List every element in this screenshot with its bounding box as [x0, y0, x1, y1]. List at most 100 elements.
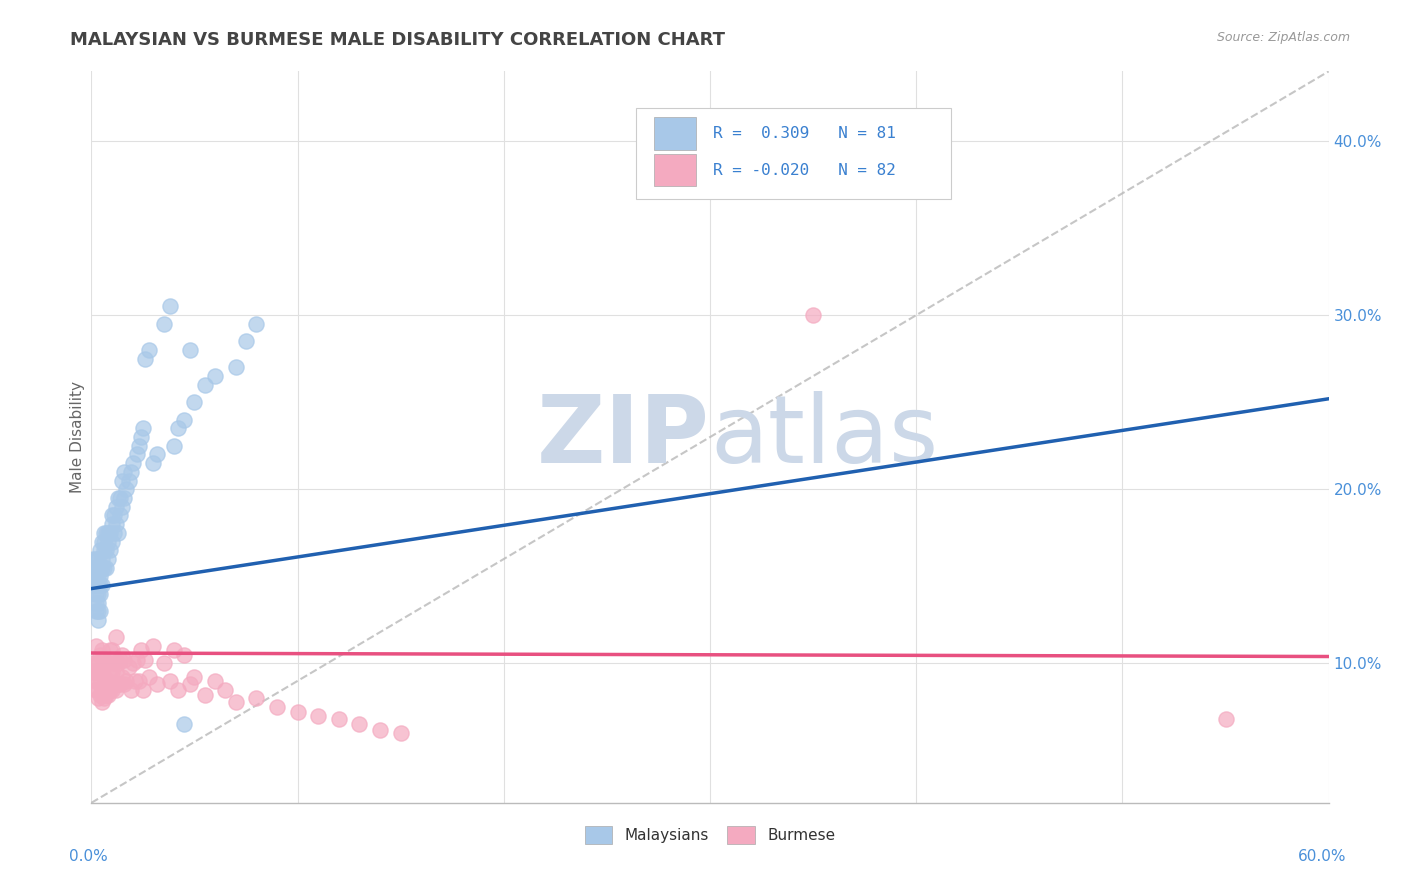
- Point: [86, 587, 108, 601]
- Point: [349, 717, 371, 731]
- Point: [86, 604, 108, 618]
- Point: [142, 639, 165, 653]
- Point: [152, 657, 174, 671]
- Legend: Malaysians, Burmese: Malaysians, Burmese: [579, 820, 841, 850]
- Point: [84, 604, 107, 618]
- Point: [90, 578, 112, 592]
- Text: R = -0.020   N = 82: R = -0.020 N = 82: [713, 162, 896, 178]
- Point: [173, 412, 195, 426]
- Point: [90, 552, 112, 566]
- Point: [93, 691, 115, 706]
- Point: [287, 705, 309, 719]
- Point: [101, 517, 124, 532]
- Point: [173, 717, 195, 731]
- Point: [82, 657, 104, 671]
- Point: [194, 377, 217, 392]
- Point: [368, 723, 391, 737]
- Point: [86, 560, 108, 574]
- Text: 0.0%: 0.0%: [69, 849, 108, 863]
- Point: [389, 726, 412, 740]
- Point: [328, 712, 350, 726]
- Point: [112, 677, 135, 691]
- Point: [307, 708, 329, 723]
- Point: [125, 448, 148, 462]
- Point: [115, 673, 138, 688]
- Point: [86, 691, 108, 706]
- Point: [86, 613, 108, 627]
- Point: [163, 642, 186, 657]
- Point: [107, 677, 129, 691]
- Point: [86, 665, 108, 680]
- Point: [121, 456, 143, 470]
- Text: ZIP: ZIP: [537, 391, 710, 483]
- Point: [86, 552, 108, 566]
- FancyBboxPatch shape: [654, 154, 696, 186]
- Point: [105, 682, 128, 697]
- Point: [84, 639, 107, 653]
- Point: [111, 670, 134, 684]
- Point: [134, 653, 156, 667]
- Point: [89, 665, 111, 680]
- Point: [89, 543, 111, 558]
- Point: [235, 334, 257, 349]
- Point: [89, 688, 111, 702]
- Point: [86, 657, 108, 671]
- Point: [146, 677, 169, 691]
- Point: [98, 682, 121, 697]
- FancyBboxPatch shape: [636, 108, 952, 200]
- Point: [90, 560, 112, 574]
- Point: [110, 677, 132, 691]
- Point: [86, 682, 108, 697]
- Point: [101, 642, 124, 657]
- Point: [84, 569, 107, 583]
- Point: [84, 587, 107, 601]
- Point: [152, 317, 174, 331]
- Point: [266, 700, 288, 714]
- Point: [107, 657, 129, 671]
- Point: [93, 560, 115, 574]
- FancyBboxPatch shape: [654, 118, 696, 150]
- Point: [138, 343, 160, 357]
- Point: [90, 642, 112, 657]
- Point: [225, 695, 247, 709]
- Text: MALAYSIAN VS BURMESE MALE DISABILITY CORRELATION CHART: MALAYSIAN VS BURMESE MALE DISABILITY COR…: [70, 31, 725, 49]
- Point: [124, 673, 146, 688]
- Point: [121, 657, 143, 671]
- Point: [84, 595, 107, 609]
- Point: [97, 534, 120, 549]
- Point: [84, 552, 107, 566]
- Point: [90, 695, 112, 709]
- Point: [89, 648, 111, 662]
- Point: [86, 569, 108, 583]
- Point: [107, 525, 129, 540]
- Point: [90, 682, 112, 697]
- Point: [117, 660, 139, 674]
- Point: [214, 682, 236, 697]
- Point: [93, 543, 115, 558]
- Point: [101, 682, 124, 697]
- Point: [89, 677, 111, 691]
- Point: [94, 560, 117, 574]
- Point: [128, 673, 150, 688]
- Text: atlas: atlas: [710, 391, 938, 483]
- Point: [194, 688, 217, 702]
- Point: [84, 560, 107, 574]
- Point: [173, 648, 195, 662]
- Point: [84, 657, 107, 671]
- Point: [107, 491, 129, 505]
- Point: [90, 534, 112, 549]
- Point: [94, 673, 117, 688]
- Point: [82, 552, 104, 566]
- Point: [101, 534, 124, 549]
- Point: [98, 543, 121, 558]
- Point: [179, 677, 201, 691]
- Point: [204, 673, 226, 688]
- Point: [93, 525, 115, 540]
- Point: [129, 642, 152, 657]
- Point: [101, 665, 124, 680]
- Point: [120, 682, 142, 697]
- Point: [82, 560, 104, 574]
- Point: [120, 465, 142, 479]
- Point: [101, 508, 124, 523]
- Point: [159, 673, 181, 688]
